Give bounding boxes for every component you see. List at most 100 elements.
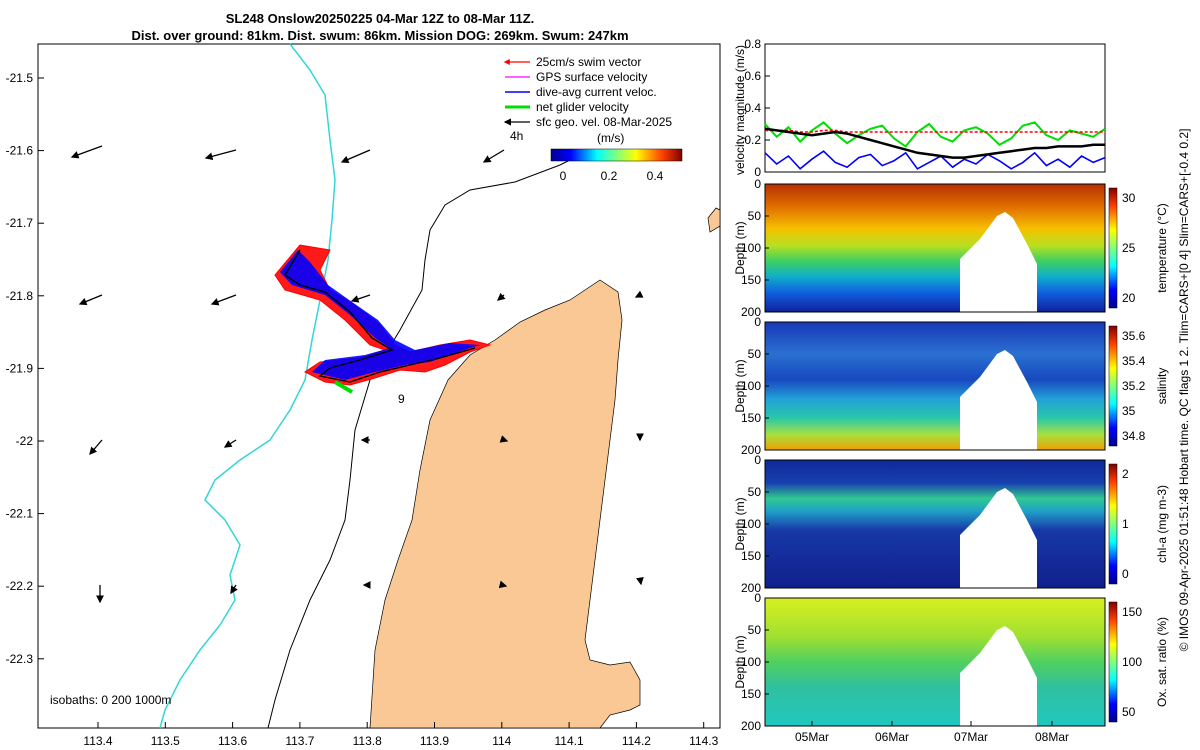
velocity-series [764,121,1106,170]
depth-tick-label: 100 [741,517,761,531]
colorbar-tick-label: 20 [1122,291,1136,305]
colorbar-tick-0: 0 [560,169,567,183]
section-panel-2: 0 50 100 150 200 Depth (m) 0 1 2 chl-a (mg m-3) [733,453,1169,595]
section-panel-0: 0 50 100 150 200 Depth (m) 20 25 30 temperature (… [733,177,1169,319]
section-field [765,322,1105,450]
legend-item-net: net glider velocity [536,100,629,114]
section-field [765,184,1105,312]
section-ylabel: Depth (m) [733,497,747,550]
legend-item-current: dive-avg current veloc. [536,85,657,99]
colorbar-tick-label: 100 [1122,655,1142,669]
net-glider-velocity-mark [333,380,354,394]
legend-item-gps: GPS surface velocity [536,70,647,84]
time-axis-ticks: 05Mar 06Mar 07Mar 08Mar [795,721,1069,744]
velocity-y-tick-label: 0.8 [744,37,761,51]
colorbar-tick-1: 0.2 [601,169,618,183]
legend-item-geo: sfc geo. vel. 08-Mar-2025 [536,115,672,129]
velocity-frame [764,43,1106,173]
map-colorbar [550,148,683,162]
map-y-tick-label: -22 [16,434,34,448]
map-y-tick-label: -22.2 [6,579,34,593]
velocity-series-3 [764,127,1105,159]
velocity-y-tick-label: 0 [754,165,761,179]
section-clabel: chl-a (mg m-3) [1155,485,1169,563]
map-x-tick-label: 114.1 [555,734,584,748]
section-ylabel: Depth (m) [733,221,747,274]
map-x-tick-label: 114 [492,734,511,748]
land-island [707,207,721,233]
section-colorbar [1108,187,1118,309]
depth-tick-label: 150 [741,273,761,287]
isobath-0 [159,43,336,729]
depth-tick-label: 0 [754,177,761,191]
map-x-tick-label: 113.6 [218,734,247,748]
velocity-ylabel: velocity magnitude (m/s) [733,45,747,175]
section-field [765,598,1105,726]
map-y-tick-label: -22.3 [6,652,34,666]
velocity-panel: 0 0.2 0.4 0.6 0.8 velocity magnitude (m/s) [733,37,1106,179]
colorbar-title: (m/s) [597,131,624,145]
colorbar-tick-label: 25 [1122,241,1136,255]
depth-tick-label: 150 [741,687,761,701]
map-x-tick-label: 114.2 [622,734,651,748]
scale-label: 4h [510,129,523,143]
map-y-tick-label: -21.5 [6,71,34,85]
colorbar-tick-label: 34.8 [1122,429,1146,443]
map-y-tick-label: -21.9 [6,361,34,375]
depth-tick-label: 150 [741,411,761,425]
colorbar-tick-label: 30 [1122,191,1136,205]
map-panel: 9 isobaths: 0 200 1000m 113.4 113.5 113.6 1… [6,43,721,748]
isobaths-label: isobaths: 0 200 1000m [50,693,171,707]
section-colorbar [1108,463,1118,585]
depth-tick-label: 100 [741,655,761,669]
footer-credit: © IMOS 09-Apr-2025 01:51:48 Hobart time.… [1177,129,1191,652]
section-field [765,460,1105,588]
map-y-tick-label: -22.1 [6,507,34,521]
section-ylabel: Depth (m) [733,359,747,412]
section-panel-1: 0 50 100 150 200 Depth (m) 34.8 35 35.2 35.4 35.6 s… [733,315,1169,457]
map-frame [37,43,721,729]
seabed-mask [960,626,1037,726]
legend-item-swim: 25cm/s swim vector [536,55,641,69]
map-x-tick-label: 113.9 [420,734,449,748]
velocity-series-0 [764,121,1106,148]
section-colorbar [1108,325,1118,447]
map-x-tick-label: 113.5 [151,734,180,748]
colorbar-tick-label: 35 [1122,404,1136,418]
depth-tick-label: 50 [748,347,762,361]
map-legend: 25cm/s swim vector GPS surface velocity … [503,55,683,183]
section-clabel: temperature (°C) [1155,203,1169,293]
colorbar-tick-label: 2 [1122,467,1129,481]
depth-tick-label: 50 [748,485,762,499]
time-tick-label: 05Mar [795,730,829,744]
time-tick-label: 07Mar [954,730,988,744]
seabed-mask [960,212,1037,312]
map-x-tick-label: 113.4 [83,734,112,748]
map-x-ticks: 113.4 113.5 113.6 113.7 113.8 113.9 114 114.1 11… [83,722,719,748]
land-mass [369,279,641,729]
colorbar-tick-label: 35.2 [1122,379,1146,393]
time-tick-label: 08Mar [1035,730,1069,744]
depth-tick-label: 100 [741,241,761,255]
depth-tick-label: 200 [741,443,761,457]
velocity-y-tick-label: 0.6 [744,69,761,83]
section-clabel: salinity [1155,368,1169,405]
track-annotation: 9 [398,392,405,406]
depth-tick-label: 200 [741,719,761,733]
velocity-y-tick-label: 0.4 [744,101,761,115]
depth-tick-label: 50 [748,623,762,637]
colorbar-tick-label: 0 [1122,567,1129,581]
velocity-y-tick-label: 0.2 [744,133,761,147]
velocity-series-2 [765,129,1105,133]
title-line-2: Dist. over ground: 81km. Dist. swum: 86k… [131,28,629,43]
depth-tick-label: 0 [754,453,761,467]
section-colorbar [1108,601,1118,723]
colorbar-tick-label: 35.6 [1122,329,1146,343]
seabed-mask [960,350,1037,450]
colorbar-tick-label: 35.4 [1122,354,1146,368]
seabed-mask [960,488,1037,588]
map-y-tick-label: -21.7 [6,216,34,230]
